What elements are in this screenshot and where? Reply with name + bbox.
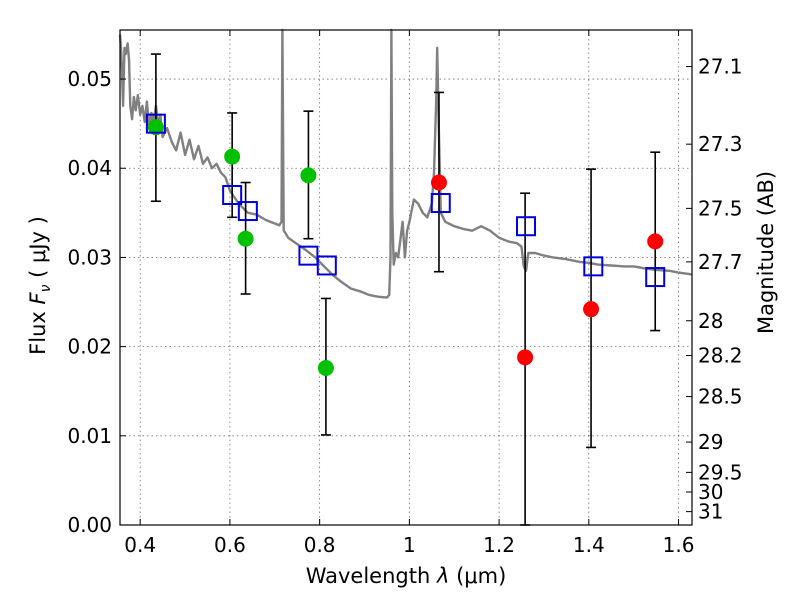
y-tick-label: 0.04 bbox=[67, 156, 112, 180]
y-axis-label-subscript: ν bbox=[38, 284, 54, 292]
x-tick-label: 0.6 bbox=[214, 533, 246, 557]
model-synthetic-point bbox=[145, 113, 166, 134]
red-observed-point bbox=[647, 233, 664, 250]
model-spectrum-layer bbox=[118, 28, 693, 299]
y2-axis-label: Magnitude (AB) bbox=[754, 171, 778, 334]
y-tick-label: 0.01 bbox=[67, 424, 112, 448]
red-observed-point bbox=[583, 301, 600, 318]
y2-tick-label: 28.5 bbox=[698, 385, 743, 409]
model-synthetic-point bbox=[237, 201, 258, 222]
x-tick-label: 1 bbox=[403, 533, 416, 557]
green-observed-point bbox=[237, 230, 254, 247]
x-tick-label: 0.4 bbox=[124, 533, 156, 557]
y-axis-label-suffix: ( μJy ) bbox=[26, 216, 50, 284]
y2-tick-label: 27.3 bbox=[698, 132, 743, 156]
y-tick-label: 0.05 bbox=[67, 67, 112, 91]
red-observed-point bbox=[430, 174, 447, 191]
y-tick-label: 0.03 bbox=[67, 245, 112, 269]
y2-tick-label: 29 bbox=[698, 430, 723, 454]
y-axis-label-symbol: F bbox=[26, 292, 50, 305]
grid-layer bbox=[120, 30, 692, 525]
y-tick-label: 0.02 bbox=[67, 335, 112, 359]
y2-tick-label: 28 bbox=[698, 309, 723, 333]
green-observed-point bbox=[147, 119, 164, 136]
plot-frame bbox=[119, 29, 693, 526]
x-tick-label: 1.2 bbox=[483, 533, 515, 557]
green-observed-point bbox=[224, 148, 241, 165]
model-synthetic-point bbox=[430, 193, 451, 214]
green-observed-point bbox=[300, 167, 317, 184]
y-axis-label-prefix: Flux bbox=[26, 305, 50, 355]
model-spectrum-line bbox=[118, 28, 693, 299]
green-observed-point bbox=[317, 360, 334, 377]
model-synthetic-point bbox=[316, 255, 337, 276]
x-axis-label-suffix: (μm) bbox=[449, 564, 506, 588]
x-axis-label: Wavelength λ (μm) bbox=[306, 564, 507, 588]
x-tick-label: 1.6 bbox=[663, 533, 695, 557]
y2-tick-label: 27.7 bbox=[698, 250, 743, 274]
error-bars-layer bbox=[150, 53, 661, 526]
x-tick-label: 0.8 bbox=[304, 533, 336, 557]
y2-tick-label: 30 bbox=[698, 480, 723, 504]
x-axis-label-prefix: Wavelength bbox=[306, 564, 437, 588]
x-axis-label-symbol: λ bbox=[436, 564, 449, 588]
y2-tick-label: 27.1 bbox=[698, 55, 743, 79]
model-synthetic-point bbox=[222, 185, 243, 205]
model-synthetic-point bbox=[645, 267, 666, 288]
red-observed-point bbox=[517, 349, 534, 366]
model-synthetic-point bbox=[516, 216, 537, 237]
y-axis-label: Flux Fν ( μJy ) bbox=[26, 216, 54, 355]
y2-tick-label: 31 bbox=[698, 500, 723, 524]
ticks-layer: 0.4 0.6 0.8 1 1.2 1.4 1.6 0.00 0.01 0.02 0.03 0.04 0… bbox=[67, 30, 743, 557]
y2-tick-label: 28.2 bbox=[698, 344, 743, 368]
x-tick-label: 1.4 bbox=[573, 533, 605, 557]
y2-tick-label: 27.5 bbox=[698, 196, 743, 220]
y2-tick-label: 29.5 bbox=[698, 460, 743, 484]
y-tick-label: 0.00 bbox=[67, 513, 112, 537]
data-points-layer bbox=[145, 113, 666, 377]
model-synthetic-point bbox=[583, 256, 604, 277]
